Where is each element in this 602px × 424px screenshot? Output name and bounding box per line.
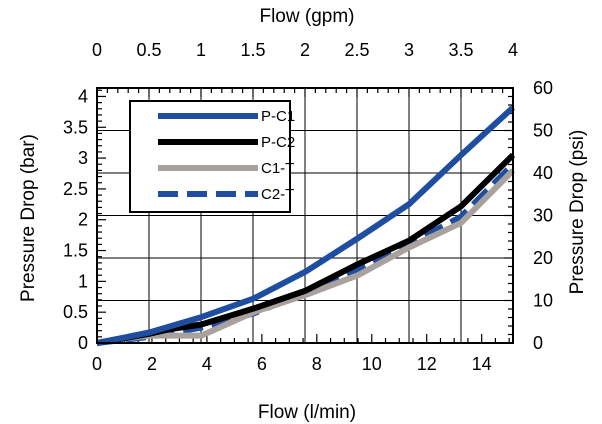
x2-tick-label: 0	[92, 40, 102, 60]
y-tick-label: 4	[78, 86, 88, 106]
x-tick-label: 6	[257, 354, 267, 374]
y-tick-label: 0	[78, 333, 88, 353]
x-tick-label: 8	[312, 354, 322, 374]
y-tick-label: 3	[78, 148, 88, 168]
x2-tick-label: 1.5	[240, 40, 265, 60]
x-axis-title: Flow (l/min)	[258, 402, 356, 423]
legend-box	[129, 100, 291, 213]
y-tick-label: 2.5	[63, 179, 88, 199]
x-tick-label: 0	[92, 354, 102, 374]
y2-tick-label: 50	[533, 121, 553, 141]
y2-tick-label: 20	[533, 248, 553, 268]
y-tick-label: 3.5	[63, 117, 88, 137]
legend: P-C1 P-C2 C1-T C2-T	[129, 100, 295, 213]
y-tick-label: 1	[78, 271, 88, 291]
x2-tick-label: 2.5	[344, 40, 369, 60]
plot-frame	[96, 87, 514, 344]
y2-tick-label: 40	[533, 163, 553, 183]
x-tick-label: 12	[417, 354, 437, 374]
y2-tick-label: 30	[533, 206, 553, 226]
x2-tick-label: 0.5	[136, 40, 161, 60]
y2-tick-label: 10	[533, 291, 553, 311]
y-axis-title: Pressure Drop (bar)	[18, 134, 39, 302]
top-axis-title: Flow (gpm)	[259, 6, 354, 27]
legend-label: C1-T	[261, 160, 294, 177]
x-tick-label: 2	[147, 354, 157, 374]
x-tick-label: 4	[202, 354, 212, 374]
x-tick-label: 10	[362, 354, 382, 374]
tick-labels: 0 2 4 6 8 10 12 140 0.5 1 1.5 2 2.5 3 3.5 400.511.522.5…	[63, 40, 553, 374]
x2-tick-label: 2	[300, 40, 310, 60]
y-tick-label: 0.5	[63, 302, 88, 322]
y-tick-label: 2	[78, 210, 88, 230]
x2-tick-label: 4	[508, 40, 518, 60]
right-axis-title: Pressure Drop (psi)	[567, 130, 588, 295]
x2-tick-label: 3	[404, 40, 414, 60]
series-line-p-c1	[96, 105, 516, 346]
legend-label: P-C1	[261, 108, 295, 125]
x2-tick-label: 3.5	[448, 40, 473, 60]
legend-label: P-C2	[261, 134, 295, 151]
y-tick-label: 1.5	[63, 241, 88, 261]
y2-tick-label: 60	[533, 78, 553, 98]
y2-tick-label: 0	[533, 333, 543, 353]
x2-tick-label: 1	[196, 40, 206, 60]
data-series	[96, 105, 516, 346]
x-tick-label: 14	[472, 354, 492, 374]
legend-label: C2-T	[261, 186, 294, 203]
